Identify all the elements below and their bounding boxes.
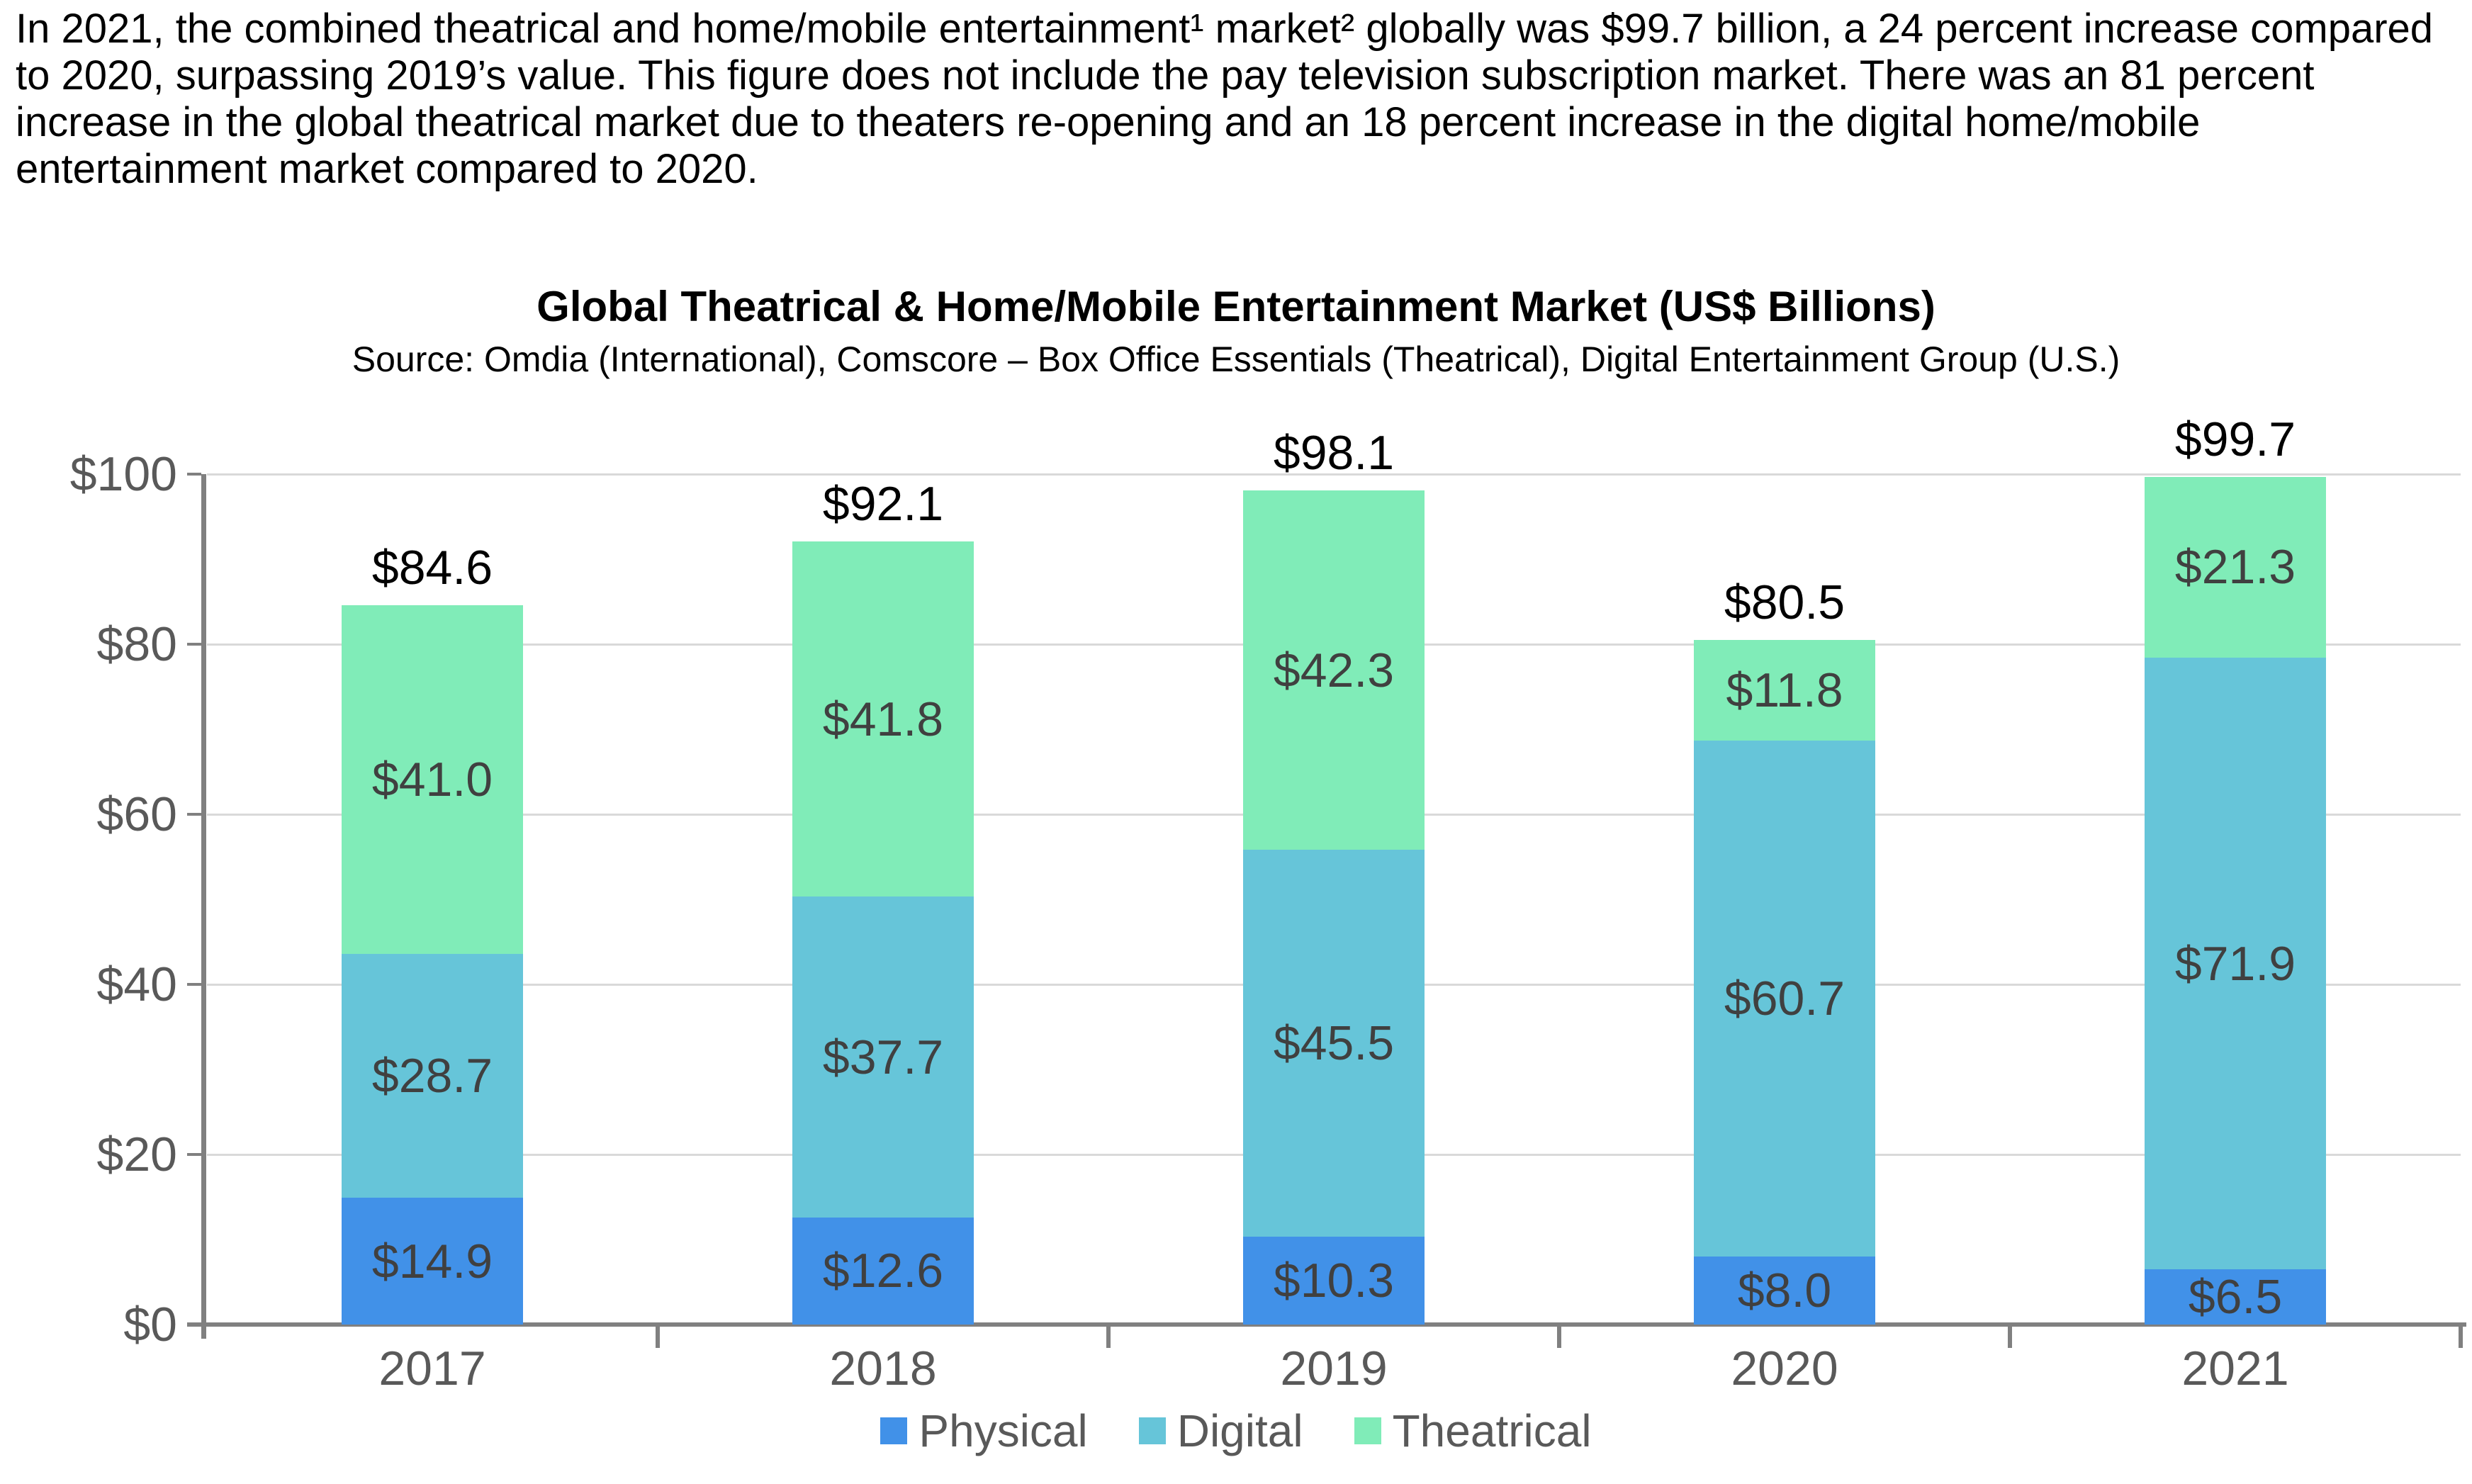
legend-item-digital: Digital bbox=[1138, 1405, 1303, 1457]
legend-label-theatrical: Theatrical bbox=[1392, 1405, 1592, 1456]
bar-total-2018: $92.1 bbox=[822, 476, 944, 531]
bar-value-2021-theatrical: $21.3 bbox=[2174, 540, 2296, 595]
y-axis-label-80: $80 bbox=[96, 617, 177, 671]
bar-segment-2019-digital: $45.5 bbox=[1243, 850, 1425, 1237]
legend-item-physical: Physical bbox=[880, 1405, 1088, 1457]
gridline-100 bbox=[207, 473, 2461, 476]
bar-value-2019-digital: $45.5 bbox=[1273, 1016, 1395, 1071]
bar-value-2020-digital: $60.7 bbox=[1724, 971, 1845, 1025]
y-axis-labels: $0 $20 $40 $60 $80 $100 bbox=[0, 447, 187, 1351]
bar-segment-2021-physical: $6.5 bbox=[2145, 1269, 2326, 1325]
y-axis-tick-20 bbox=[187, 1153, 201, 1156]
bar-segment-2019-theatrical: $42.3 bbox=[1243, 490, 1425, 850]
bar-value-2017-digital: $28.7 bbox=[371, 1048, 493, 1103]
x-axis-label-2018: 2018 bbox=[829, 1342, 937, 1395]
bar-segment-2017-physical: $14.9 bbox=[342, 1198, 523, 1325]
legend-swatch-physical bbox=[880, 1417, 908, 1444]
y-axis-label-0: $0 bbox=[123, 1298, 177, 1351]
chart-source: Source: Omdia (International), Comscore … bbox=[352, 339, 2120, 379]
y-axis-label-60: $60 bbox=[96, 787, 177, 841]
x-axis-tick-2 bbox=[1106, 1327, 1111, 1348]
bar-total-2021: $99.7 bbox=[2174, 412, 2296, 466]
x-axis-label-2021: 2021 bbox=[2181, 1342, 2289, 1395]
bar-total-2019: $98.1 bbox=[1273, 425, 1395, 480]
legend-swatch-theatrical bbox=[1354, 1417, 1381, 1444]
x-axis-labels: 2017 2018 2019 2020 2021 bbox=[207, 1341, 2461, 1396]
y-axis-label-100: $100 bbox=[69, 447, 177, 501]
legend: Physical Digital Theatrical bbox=[0, 1405, 2472, 1457]
bar-value-2020-theatrical: $11.8 bbox=[1726, 663, 1843, 717]
x-axis-label-2017: 2017 bbox=[378, 1342, 486, 1395]
y-axis-line bbox=[201, 474, 206, 1339]
x-axis-tick-3 bbox=[1557, 1327, 1561, 1348]
bar-value-2018-theatrical: $41.8 bbox=[822, 692, 944, 746]
y-axis-tick-80 bbox=[187, 643, 201, 646]
bar-value-2018-physical: $12.6 bbox=[822, 1244, 944, 1298]
bar-total-2017: $84.6 bbox=[371, 540, 493, 595]
bar-segment-2017-digital: $28.7 bbox=[342, 953, 523, 1198]
bar-value-2021-physical: $6.5 bbox=[2188, 1270, 2283, 1324]
x-axis-tick-5 bbox=[2459, 1327, 2463, 1348]
bar-segment-2021-theatrical: $21.3 bbox=[2145, 476, 2326, 658]
chart-title: Global Theatrical & Home/Mobile Entertai… bbox=[536, 283, 1936, 330]
y-axis-tick-60 bbox=[187, 813, 201, 816]
bar-value-2018-digital: $37.7 bbox=[822, 1030, 944, 1084]
bar-value-2019-physical: $10.3 bbox=[1273, 1254, 1395, 1308]
bar-value-2017-theatrical: $41.0 bbox=[371, 752, 493, 806]
x-axis-tick-1 bbox=[656, 1327, 660, 1348]
y-axis-label-40: $40 bbox=[96, 957, 177, 1011]
bar-value-2020-physical: $8.0 bbox=[1737, 1264, 1832, 1317]
bar-segment-2018-physical: $12.6 bbox=[792, 1217, 974, 1325]
y-axis-tick-40 bbox=[187, 983, 201, 986]
bar-segment-2021-digital: $71.9 bbox=[2145, 658, 2326, 1269]
bar-value-2021-digital: $71.9 bbox=[2174, 936, 2296, 991]
plot-area: $14.9 $28.7 $41.0 $84.6 $12.6 $37.7 $41.8 $92.1… bbox=[187, 412, 2466, 1348]
x-axis-label-2020: 2020 bbox=[1731, 1342, 1838, 1395]
x-axis-line bbox=[187, 1322, 2466, 1327]
y-axis-label-20: $20 bbox=[96, 1128, 177, 1181]
bar-segment-2017-theatrical: $41.0 bbox=[342, 605, 523, 954]
legend-swatch-digital bbox=[1138, 1417, 1166, 1444]
bar-total-2020: $80.5 bbox=[1724, 575, 1845, 629]
legend-item-theatrical: Theatrical bbox=[1354, 1405, 1592, 1457]
bar-value-2019-theatrical: $42.3 bbox=[1273, 643, 1395, 697]
legend-label-digital: Digital bbox=[1176, 1405, 1303, 1456]
bar-segment-2019-physical: $10.3 bbox=[1243, 1237, 1425, 1325]
x-axis-label-2019: 2019 bbox=[1280, 1342, 1388, 1395]
bar-segment-2020-physical: $8.0 bbox=[1694, 1257, 1875, 1325]
intro-paragraph: In 2021, the combined theatrical and hom… bbox=[16, 6, 2434, 192]
x-axis-tick-4 bbox=[2008, 1327, 2012, 1348]
bar-value-2017-physical: $14.9 bbox=[371, 1234, 493, 1288]
bar-segment-2018-theatrical: $41.8 bbox=[792, 541, 974, 897]
y-axis-tick-100 bbox=[187, 473, 201, 476]
bar-segment-2020-digital: $60.7 bbox=[1694, 740, 1875, 1257]
bar-segment-2020-theatrical: $11.8 bbox=[1694, 640, 1875, 741]
bar-segment-2018-digital: $37.7 bbox=[792, 896, 974, 1218]
legend-label-physical: Physical bbox=[918, 1405, 1088, 1456]
